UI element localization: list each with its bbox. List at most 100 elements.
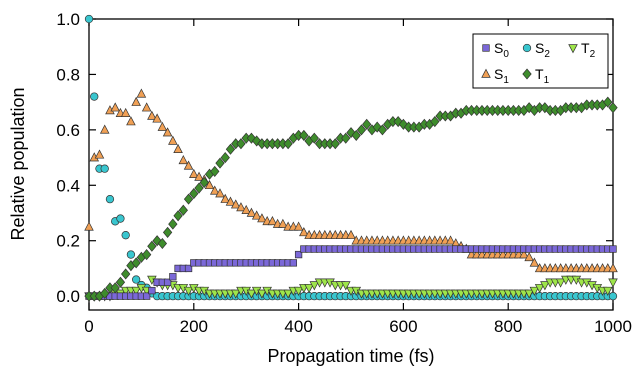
- t2-point: [529, 286, 540, 296]
- s0-point: [609, 245, 617, 253]
- t1-point: [220, 152, 230, 164]
- s1-point: [99, 124, 110, 134]
- t2-point: [230, 289, 241, 299]
- t2-point: [555, 278, 566, 288]
- s1-point: [168, 135, 178, 145]
- y-tick-label: 1.0: [56, 10, 80, 29]
- series-t1: [84, 96, 618, 302]
- t1-point: [430, 115, 440, 128]
- legend-marker-s1: [481, 68, 491, 78]
- series-s0: [85, 245, 617, 300]
- s1-point: [204, 179, 215, 190]
- s1-point: [173, 143, 183, 154]
- t2-point: [131, 286, 141, 296]
- t1-point: [183, 193, 194, 205]
- s1-point: [236, 202, 246, 212]
- t2-point: [246, 289, 257, 299]
- t1-point: [524, 102, 534, 114]
- s1-point: [608, 263, 618, 273]
- s1-point: [524, 251, 534, 262]
- s1-point: [141, 102, 152, 112]
- legend-label-t1: T1: [535, 66, 550, 86]
- t1-point: [100, 287, 110, 299]
- s1-point: [152, 113, 162, 123]
- s0-point: [163, 278, 172, 286]
- s1-point: [519, 249, 529, 259]
- s0-point: [142, 292, 151, 300]
- s2-point: [90, 92, 99, 101]
- t1-point: [351, 129, 361, 141]
- t2-point: [293, 286, 304, 296]
- t1-point: [341, 132, 351, 144]
- s1-point: [299, 227, 309, 237]
- s1-point: [220, 193, 231, 203]
- legend-label-s2: S2: [535, 40, 550, 60]
- s1-point: [225, 196, 236, 206]
- s1-point: [278, 218, 288, 228]
- s1-point: [183, 160, 194, 170]
- t1-point: [299, 129, 309, 141]
- t1-point: [236, 138, 246, 150]
- s0-point: [184, 264, 193, 273]
- t1-point: [147, 240, 157, 252]
- legend-label-t2: T2: [581, 40, 596, 60]
- s1-point: [529, 257, 540, 267]
- plot-frame: [88, 18, 614, 311]
- s1-point: [131, 96, 141, 106]
- x-tick-label: 400: [284, 317, 312, 336]
- legend: S0 S1 S2 T1 T2: [472, 33, 609, 89]
- y-tick-label: 0.0: [56, 287, 80, 306]
- t2-point: [602, 286, 613, 296]
- t1-point: [189, 188, 199, 200]
- legend-marker-t1: [522, 68, 532, 80]
- s1-point: [120, 107, 131, 117]
- s2-point: [84, 14, 94, 24]
- t1-point: [168, 218, 178, 230]
- series-s1: [84, 88, 618, 273]
- data-points: [84, 14, 618, 302]
- t2-point: [257, 289, 267, 299]
- s1-point: [178, 154, 189, 165]
- t1-point: [362, 118, 372, 130]
- y-tick-label: 0.8: [56, 65, 80, 84]
- legend-marker-t2: [568, 44, 578, 54]
- t2-point: [309, 281, 320, 291]
- t1-point: [603, 96, 613, 108]
- t1-point: [178, 204, 188, 216]
- x-tick-label: 800: [494, 317, 522, 336]
- t1-point: [225, 143, 236, 155]
- t1-point: [121, 268, 131, 280]
- t2-point: [608, 278, 618, 288]
- y-tick-label: 0.4: [56, 176, 80, 195]
- t1-point: [210, 165, 220, 177]
- t2-point: [524, 289, 534, 299]
- s1-point: [230, 199, 241, 209]
- y-tick-label: 0.6: [56, 121, 80, 140]
- s1-point: [257, 213, 267, 223]
- t1-point: [162, 226, 173, 238]
- s1-point: [147, 110, 157, 120]
- legend-label-s1: S1: [494, 66, 509, 86]
- axis-tick-labels: 0 200 400 600 800 1000 0.0 0.2 0.4 0.6 0.8 1.0: [56, 10, 632, 336]
- s2-point: [100, 164, 109, 173]
- y-axis-title: Relative population: [8, 87, 28, 240]
- t1-point: [283, 138, 293, 150]
- s1-point: [189, 168, 199, 178]
- t1-point: [157, 237, 168, 250]
- s2-point: [126, 250, 136, 259]
- s0-point: [289, 259, 298, 267]
- x-tick-label: 0: [84, 317, 93, 336]
- s1-point: [251, 210, 262, 220]
- s0-point: [169, 273, 177, 281]
- t1-point: [173, 210, 183, 222]
- t1-point: [377, 124, 388, 136]
- legend-marker-s0: [482, 44, 490, 52]
- s2-point: [608, 291, 618, 301]
- s1-point: [110, 102, 120, 112]
- s1-point: [94, 149, 105, 159]
- s2-point: [116, 214, 125, 223]
- legend-marker-s2: [522, 43, 532, 53]
- t1-point: [309, 132, 319, 144]
- s1-point: [136, 88, 147, 98]
- x-axis-title: Propagation time (fs): [267, 346, 434, 366]
